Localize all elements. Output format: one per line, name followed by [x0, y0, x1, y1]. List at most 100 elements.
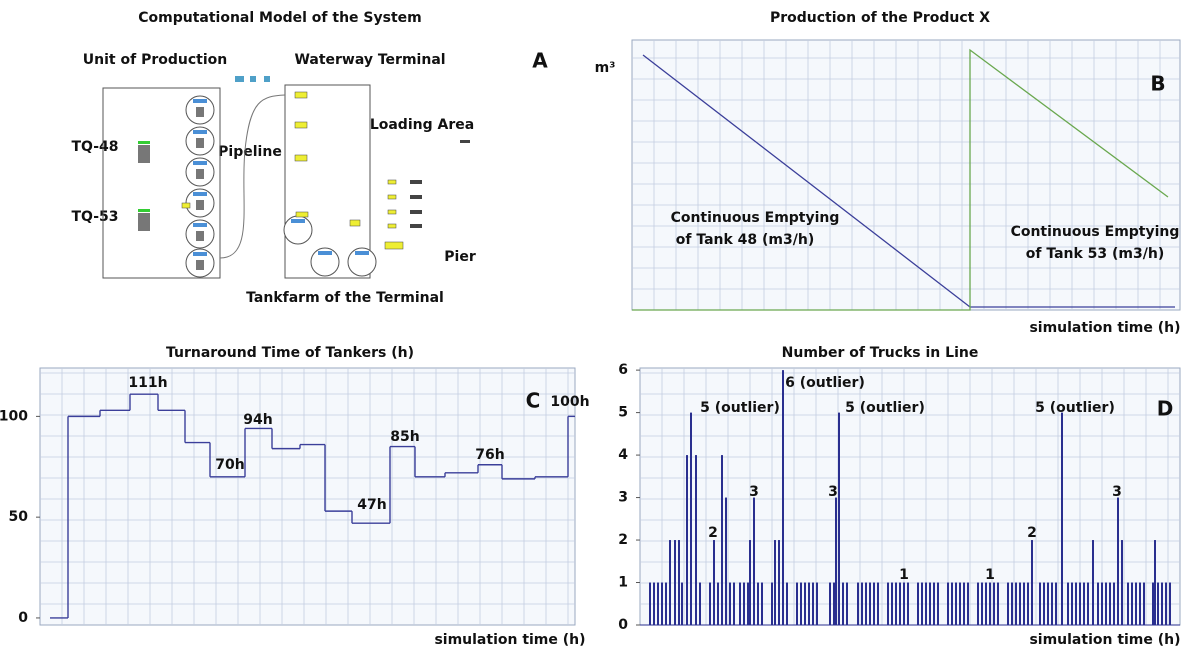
spike-bar: [1019, 583, 1021, 625]
annotation: 3: [1112, 484, 1122, 500]
spike-bar: [729, 583, 731, 625]
spike-bar: [778, 540, 780, 625]
y-tick-label: 0: [618, 617, 628, 633]
annotation: 1: [985, 567, 995, 583]
spike-bar: [816, 583, 818, 625]
annotation: of Tank 48 (m3/h): [676, 232, 815, 248]
chart-title: Turnaround Time of Tankers (h): [166, 345, 414, 361]
panel-label: B: [1150, 72, 1165, 96]
spike-bar: [967, 583, 969, 625]
spike-bar: [951, 583, 953, 625]
spike-bar: [891, 583, 893, 625]
spike-bar: [1015, 583, 1017, 625]
annotation: 70h: [215, 457, 244, 473]
spike-bar: [757, 583, 759, 625]
chart-panel: Number of Trucks in Line simulation time …: [618, 345, 1180, 648]
spike-bar: [1154, 540, 1156, 625]
spike-bar: [800, 583, 802, 625]
spike-bar: [1043, 583, 1045, 625]
spike-bar: [743, 583, 745, 625]
spike-bar: [835, 498, 837, 625]
pipeline: [220, 95, 285, 258]
chart-panel: Turnaround Time of Tankers (h) simulation…: [0, 345, 590, 648]
spike-bar: [804, 583, 806, 625]
top-icons: [235, 76, 270, 82]
y-tick-label: 100: [0, 408, 28, 424]
spike-bar: [1131, 583, 1133, 625]
annotation: 3: [749, 484, 759, 500]
y-tick-label: 1: [618, 575, 628, 591]
spike-bar: [899, 583, 901, 625]
y-tick-label: 0: [18, 610, 28, 626]
x-axis-label: simulation time (h): [434, 632, 585, 648]
spike-bar: [709, 583, 711, 625]
tq-cap: [138, 141, 150, 144]
spike-bar: [977, 583, 979, 625]
spike-bar: [771, 583, 773, 625]
spike-bar: [985, 583, 987, 625]
spike-bar: [1055, 583, 1057, 625]
spike-bar: [1047, 583, 1049, 625]
spike-bar: [733, 583, 735, 625]
spike-bar: [686, 455, 688, 625]
spike-bar: [749, 540, 751, 625]
spike-bar: [937, 583, 939, 625]
spike-bar: [895, 583, 897, 625]
spike-bar: [861, 583, 863, 625]
tank-caps: [193, 99, 369, 256]
spike-bar: [955, 583, 957, 625]
annotation: 5 (outlier): [1035, 400, 1115, 416]
spike-bar: [1027, 583, 1029, 625]
figure: Computational Model of the System A Unit…: [0, 0, 1187, 653]
spike-bar: [877, 583, 879, 625]
spike-bar: [1113, 583, 1115, 625]
spike-bar: [1092, 540, 1094, 625]
spike-bar: [699, 583, 701, 625]
annotation: 5 (outlier): [845, 400, 925, 416]
spike-bar: [1051, 583, 1053, 625]
spike-bar: [846, 583, 848, 625]
annotation: 2: [1027, 525, 1037, 541]
spike-bar: [1127, 583, 1129, 625]
y-axis-label: m³: [595, 60, 616, 76]
plot-area: [632, 40, 1180, 310]
spike-bar: [753, 498, 755, 625]
spike-bar: [1061, 413, 1063, 625]
spike-bar: [963, 583, 965, 625]
spike-bar: [1097, 583, 1099, 625]
spike-bar: [665, 583, 667, 625]
spike-bar: [981, 583, 983, 625]
spike-bar: [653, 583, 655, 625]
spike-bar: [669, 540, 671, 625]
spike-bar: [907, 583, 909, 625]
annotation: 111h: [128, 375, 167, 391]
diagram-title: Computational Model of the System: [138, 10, 421, 26]
diagram-label: Tankfarm of the Terminal: [246, 290, 444, 306]
annotation: Continuous Emptying: [1011, 224, 1180, 240]
diagram-label: Unit of Production: [83, 52, 227, 68]
spike-bar: [1075, 583, 1077, 625]
spike-bar: [661, 583, 663, 625]
diagram-a: Computational Model of the System A Unit…: [71, 10, 548, 306]
diagram-label: TQ-53: [71, 209, 118, 225]
spike-bar: [774, 540, 776, 625]
spike-bar: [929, 583, 931, 625]
spike-bar: [1169, 583, 1171, 625]
spike-bar: [1157, 583, 1159, 625]
spike-bar: [865, 583, 867, 625]
spike-bar: [717, 583, 719, 625]
spike-bar: [1121, 540, 1123, 625]
spike-bar: [933, 583, 935, 625]
spike-bar: [1101, 583, 1103, 625]
chart-title: Number of Trucks in Line: [782, 345, 979, 361]
spike-bar: [997, 583, 999, 625]
spike-bar: [1105, 583, 1107, 625]
spike-bar: [993, 583, 995, 625]
annotation: 3: [828, 484, 838, 500]
spike-bar: [761, 583, 763, 625]
spike-bar: [681, 583, 683, 625]
x-axis-label: simulation time (h): [1029, 632, 1180, 648]
spike-bar: [1117, 498, 1119, 625]
spike-bar: [925, 583, 927, 625]
